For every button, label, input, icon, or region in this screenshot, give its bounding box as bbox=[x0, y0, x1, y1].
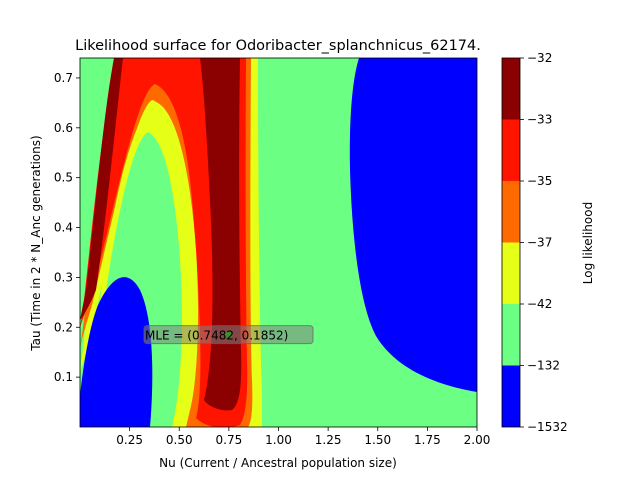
x-axis: 0.25 0.50 0.75 1.00 1.25 1.50 1.75 2.00 bbox=[116, 427, 490, 447]
colorbar-tick-label: −42 bbox=[527, 297, 552, 311]
colorbar-tick-label: −35 bbox=[527, 174, 552, 188]
plot-area: MLE = (0.7482, 0.1852) bbox=[80, 58, 477, 427]
x-tick-label: 0.50 bbox=[166, 433, 193, 447]
y-tick-label: 0.4 bbox=[54, 221, 73, 235]
contour-band-dark-red-right bbox=[200, 58, 242, 411]
mle-annotation: MLE = (0.7482, 0.1852) bbox=[143, 325, 314, 345]
colorbar-band bbox=[502, 242, 520, 304]
y-tick-label: 0.7 bbox=[54, 71, 73, 85]
colorbar-band bbox=[502, 365, 520, 427]
colorbar-tick-label: −1532 bbox=[527, 420, 568, 434]
colorbar-label: Log likelihood bbox=[581, 202, 595, 284]
x-axis-label: Nu (Current / Ancestral population size) bbox=[159, 456, 397, 470]
colorbar-band bbox=[502, 58, 520, 120]
y-axis: 0.1 0.2 0.3 0.4 0.5 0.6 0.7 bbox=[54, 71, 80, 384]
y-tick-label: 0.6 bbox=[54, 121, 73, 135]
contour-band-right-low bbox=[349, 58, 477, 392]
colorbar-band bbox=[502, 304, 520, 366]
colorbar-band bbox=[502, 181, 520, 243]
x-tick-label: 1.50 bbox=[364, 433, 391, 447]
colorbar-tick-label: −32 bbox=[527, 51, 552, 65]
y-tick-label: 0.3 bbox=[54, 270, 73, 284]
x-tick-label: 0.75 bbox=[216, 433, 243, 447]
y-tick-label: 0.2 bbox=[54, 320, 73, 334]
x-tick-label: 0.25 bbox=[116, 433, 143, 447]
mle-label: MLE = (0.7482, 0.1852) bbox=[145, 329, 288, 343]
colorbar: −1532 −132 −42 −37 −35 −33 −32 bbox=[501, 51, 568, 434]
colorbar-band bbox=[502, 119, 520, 181]
contour-band-left-low bbox=[80, 277, 153, 427]
chart-title: Likelihood surface for Odoribacter_splan… bbox=[75, 38, 481, 54]
colorbar-tick-label: −132 bbox=[527, 359, 560, 373]
y-tick-label: 0.5 bbox=[54, 171, 73, 185]
colorbar-tick-label: −37 bbox=[527, 236, 552, 250]
mle-point bbox=[225, 331, 233, 339]
y-tick-label: 0.1 bbox=[54, 370, 73, 384]
x-tick-label: 1.75 bbox=[414, 433, 441, 447]
y-axis-label: Tau (Time in 2 * N_Anc generations) bbox=[29, 135, 43, 351]
x-tick-label: 1.00 bbox=[265, 433, 292, 447]
contour-band-inner-yellow bbox=[100, 102, 198, 427]
x-tick-label: 2.00 bbox=[464, 433, 491, 447]
contour-band-dark-red-left bbox=[80, 58, 123, 320]
x-tick-label: 1.25 bbox=[315, 433, 342, 447]
colorbar-tick-label: −33 bbox=[527, 113, 552, 127]
